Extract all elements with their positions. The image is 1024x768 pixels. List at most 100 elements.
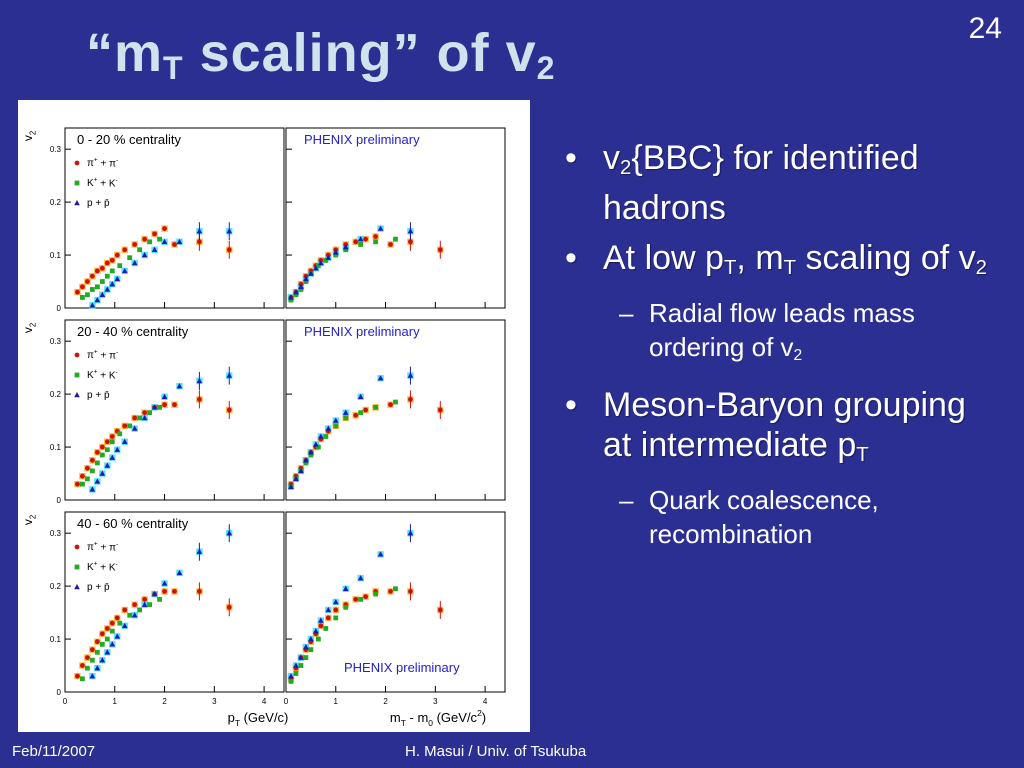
kaon-point — [137, 607, 143, 613]
pion-point — [172, 589, 177, 594]
kaon-point — [323, 434, 329, 439]
x-tick-label: 1 — [113, 697, 118, 706]
kaon-point — [84, 476, 90, 482]
pion-point — [114, 615, 120, 621]
kaon-point — [104, 636, 110, 642]
proton-point — [151, 591, 158, 597]
y-tick-label: 0.2 — [50, 582, 62, 591]
kaon-point — [343, 247, 349, 253]
pion-point — [132, 415, 138, 421]
kaon-point — [303, 655, 309, 660]
proton-point — [318, 617, 324, 623]
pion-point — [196, 589, 202, 594]
bullet-list: • v2{BBC} for identified hadrons • At low … — [563, 138, 1003, 563]
kaon-point — [117, 263, 123, 269]
kaon-point — [84, 665, 90, 671]
pion-point — [122, 423, 128, 429]
pion-point — [109, 434, 115, 439]
y-tick-label: 0.2 — [50, 390, 62, 399]
proton-point — [332, 417, 339, 423]
y-tick-label: 0.1 — [50, 443, 62, 452]
kaon-point — [373, 404, 378, 410]
y-axis-label: v2 — [21, 515, 38, 525]
y-axis-label: v2 — [21, 131, 38, 141]
proton-point — [325, 425, 332, 431]
proton-point — [288, 294, 294, 300]
x-tick-label: 0 — [284, 697, 289, 706]
pion-point — [388, 402, 393, 408]
proton-point — [121, 267, 128, 274]
kaon-point — [293, 292, 299, 298]
kaon-point — [293, 671, 299, 676]
proton-point — [288, 673, 294, 679]
y-tick-label: 0.3 — [50, 337, 62, 346]
kaon-point — [358, 596, 364, 602]
legend-text-1: K+ + K- — [87, 177, 118, 190]
kaon-point — [303, 279, 309, 284]
kaon-point — [80, 481, 85, 487]
proton-point — [308, 449, 314, 455]
phenix-preliminary-label: PHENIX preliminary — [344, 660, 460, 675]
pion-point — [172, 242, 177, 247]
panel-frame-1-pt — [64, 319, 285, 501]
proton-point — [308, 270, 314, 276]
slide-title: “mT scaling” of v2 — [86, 23, 556, 86]
kaon-point — [373, 591, 378, 597]
pion-point — [363, 407, 369, 413]
pion-point — [162, 589, 167, 594]
y-tick-label: 0.3 — [50, 529, 62, 538]
pion-point — [162, 402, 167, 408]
proton-point — [131, 612, 138, 618]
legend-text-0: π+ + π- — [87, 157, 118, 170]
legend-text-1: K+ + K- — [87, 369, 118, 382]
pion-point — [122, 607, 128, 613]
proton-point — [176, 569, 183, 576]
kaon-point — [308, 452, 314, 458]
proton-point — [226, 530, 233, 536]
kaon-point — [89, 657, 95, 663]
kaon-point — [288, 679, 294, 684]
proton-point — [161, 238, 168, 245]
proton-point — [121, 622, 128, 629]
kaon-point — [303, 460, 309, 466]
proton-point — [114, 446, 121, 452]
kaon-point — [137, 247, 143, 253]
pion-point — [142, 236, 148, 242]
pion-point — [408, 239, 413, 245]
legend-marker-pion — [74, 544, 80, 550]
proton-point — [377, 551, 384, 557]
kaon-point — [99, 641, 105, 647]
panel-frame-2-pt — [64, 511, 285, 693]
proton-point — [313, 441, 319, 447]
kaon-point — [343, 604, 349, 610]
y-axis-label: v2 — [21, 323, 38, 333]
proton-point — [303, 457, 309, 463]
centrality-label: 0 - 20 % centrality — [77, 132, 182, 147]
kaon-point — [109, 628, 115, 634]
kaon-point — [127, 423, 133, 429]
proton-point — [131, 260, 138, 266]
proton-point — [109, 454, 116, 460]
proton-point — [104, 649, 111, 655]
pion-point — [388, 242, 393, 247]
kaon-point — [288, 297, 294, 303]
kaon-point — [109, 268, 115, 274]
proton-point — [325, 254, 332, 260]
kaon-point — [99, 452, 105, 458]
kaon-point — [333, 252, 339, 258]
slide-number: 24 — [968, 12, 1002, 45]
pion-point — [353, 412, 359, 418]
proton-point — [94, 665, 101, 671]
pion-point — [196, 239, 202, 245]
footer-author: H. Masui / Univ. of Tsukuba — [405, 743, 587, 760]
bullet-meson-baryon: • Meson-Baryon grouping at intermediate p… — [565, 386, 966, 467]
proton-point — [357, 393, 364, 399]
kaon-point — [315, 636, 321, 642]
proton-point — [293, 289, 299, 295]
kaon-point — [157, 404, 162, 410]
proton-point — [342, 585, 349, 591]
proton-point — [114, 275, 121, 282]
kaon-point — [94, 284, 100, 290]
y-tick-label: 0 — [57, 688, 62, 697]
x-tick-label: 4 — [262, 697, 267, 706]
